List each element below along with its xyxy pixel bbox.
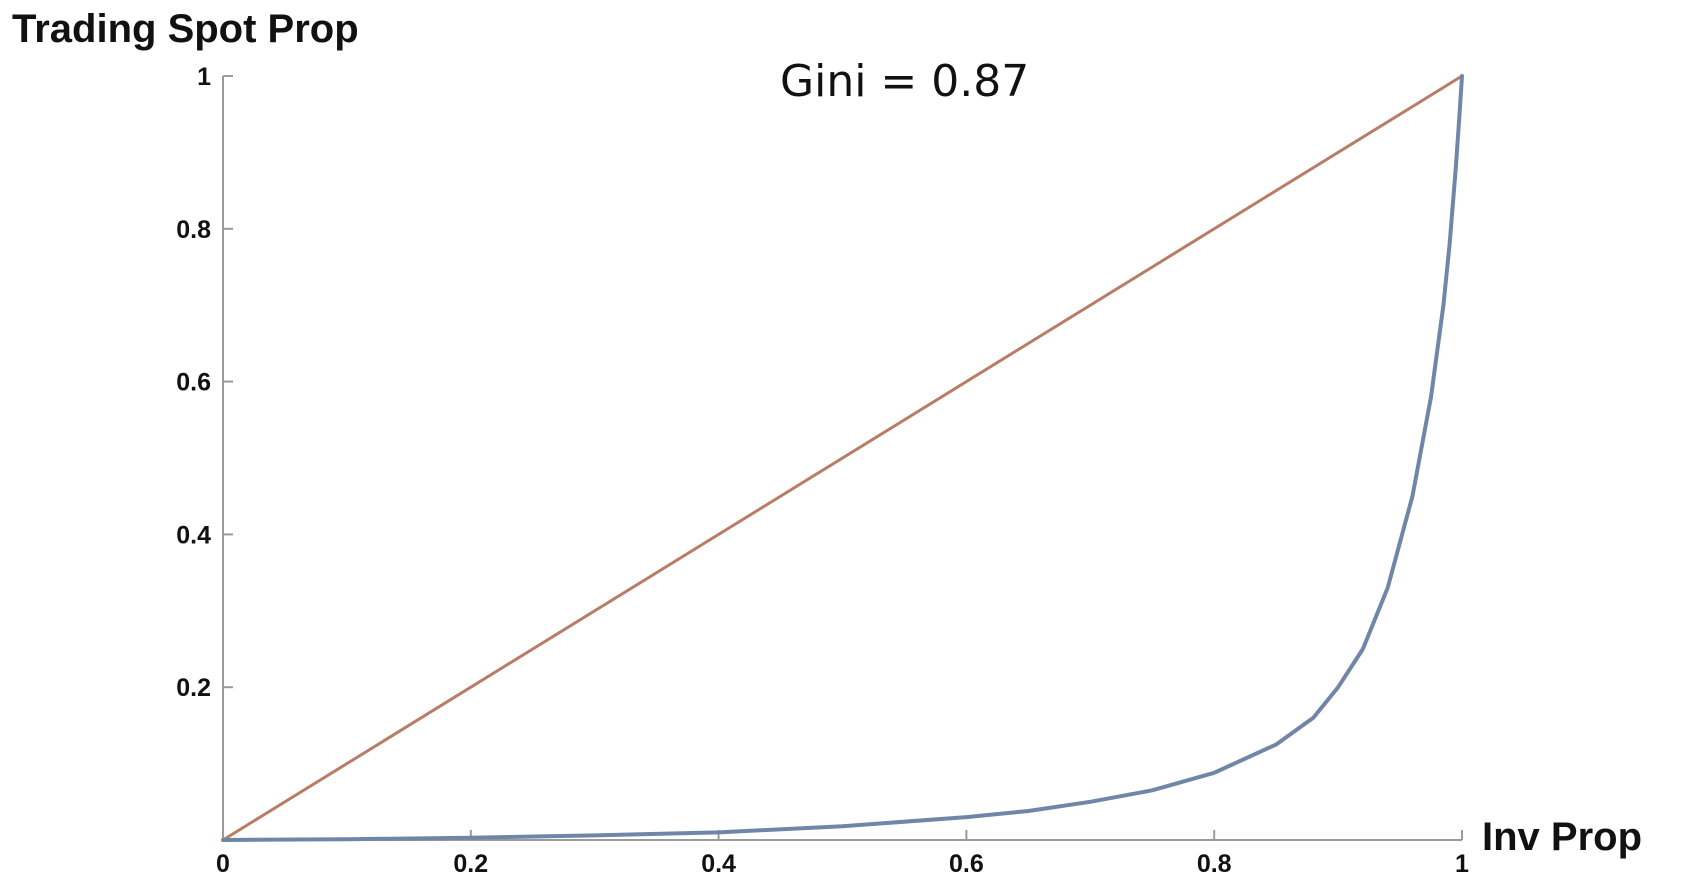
y-tick-label: 0.6: [176, 369, 211, 397]
x-tick-label: 0.6: [949, 850, 984, 877]
y-ticks: 0.2 0.4 0.6 0.8 1: [176, 63, 233, 702]
gini-annotation: Gini = 0.87: [780, 56, 1029, 107]
lorenz-curve-line: [221, 74, 1464, 842]
y-tick-label: 0.4: [176, 521, 211, 549]
y-tick-label: 0.2: [176, 674, 211, 702]
x-axis-title: Inv Prop: [1482, 815, 1642, 859]
y-tick-label: 1: [197, 63, 211, 91]
equality-line: [221, 74, 1464, 842]
y-tick-label: 0.8: [176, 216, 211, 244]
axes: 0 0.2 0.4 0.6 0.8 1 0.2 0.4 0.6 0.8 1: [176, 63, 1469, 877]
x-ticks: 0 0.2 0.4 0.6 0.8 1: [216, 830, 1469, 877]
x-tick-label: 1: [1455, 850, 1469, 877]
x-tick-label: 0.4: [701, 850, 736, 877]
x-tick-label: 0.2: [453, 850, 488, 877]
y-axis-title: Trading Spot Prop: [12, 7, 359, 51]
x-tick-label: 0.8: [1197, 850, 1232, 877]
series-layer: [221, 74, 1464, 842]
x-tick-label: 0: [216, 850, 230, 877]
